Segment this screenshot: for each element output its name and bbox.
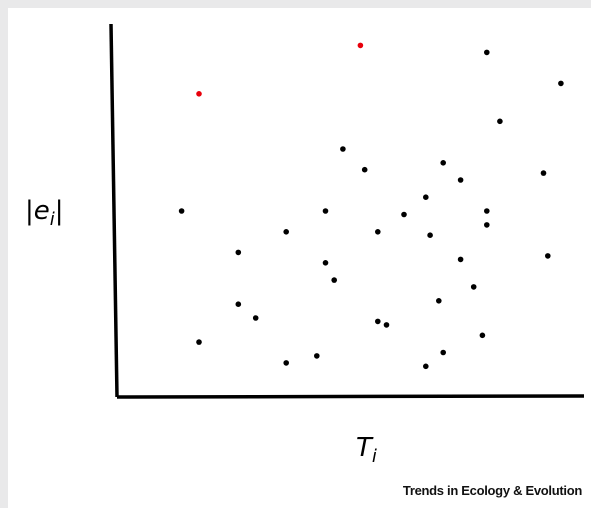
scatter-plot — [109, 23, 585, 399]
data-point — [484, 208, 490, 214]
data-point — [497, 118, 503, 125]
data-point — [178, 208, 185, 214]
data-point — [340, 146, 346, 152]
data-point — [322, 208, 329, 214]
data-point — [375, 229, 381, 235]
data-point — [427, 232, 433, 238]
data-points — [178, 42, 564, 370]
data-point — [479, 332, 486, 339]
data-point — [283, 360, 290, 366]
data-point — [375, 318, 381, 325]
data-point — [423, 363, 429, 370]
data-point — [383, 322, 390, 328]
data-point — [331, 277, 338, 283]
x-axis — [116, 394, 585, 399]
y-axis-label: |ei| — [25, 196, 64, 230]
data-point — [484, 49, 490, 56]
data-point — [457, 177, 464, 183]
data-point — [558, 80, 564, 87]
y-axis — [109, 23, 119, 398]
data-point — [423, 194, 429, 200]
data-point — [322, 260, 329, 266]
data-point — [252, 315, 259, 321]
data-point — [484, 222, 490, 228]
data-point — [457, 256, 464, 263]
data-point — [545, 253, 551, 259]
data-point — [283, 229, 290, 235]
data-point — [436, 298, 442, 304]
data-point — [235, 301, 242, 308]
data-point — [540, 170, 547, 176]
data-point — [440, 349, 447, 356]
data-point — [440, 160, 447, 166]
data-point — [470, 284, 477, 290]
highlighted-data-point — [357, 42, 364, 49]
data-point — [361, 166, 368, 173]
data-point — [196, 339, 202, 345]
data-point — [314, 353, 320, 359]
x-axis-label: Ti — [356, 433, 377, 467]
journal-credit: Trends in Ecology & Evolution — [402, 483, 582, 498]
data-point — [235, 249, 242, 256]
figure-panel: |ei| Ti Trends in Ecology & Evolution — [8, 8, 591, 508]
data-point — [401, 211, 407, 218]
highlighted-data-point — [196, 91, 202, 97]
